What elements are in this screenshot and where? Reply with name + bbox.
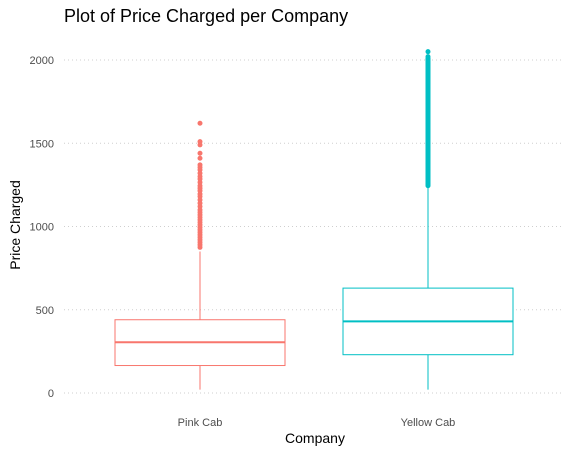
- yellow-cab-outlier-point: [425, 67, 431, 73]
- chart-title: Plot of Price Charged per Company: [64, 6, 349, 26]
- y-tick-label: 1000: [30, 222, 54, 234]
- yellow-cab-outlier-point: [425, 154, 431, 160]
- pink-cab-outlier-point: [197, 120, 203, 126]
- y-tick-label: 0: [48, 388, 54, 400]
- yellow-cab-outlier-point: [425, 49, 431, 55]
- yellow-cab-outlier-point: [425, 127, 431, 133]
- yellow-cab-outlier-point: [425, 87, 431, 93]
- y-tick-label: 500: [36, 305, 54, 317]
- y-tick-label: 2000: [30, 55, 54, 67]
- pink-cab-outlier-point: [197, 139, 203, 145]
- yellow-cab-outlier-point: [425, 54, 431, 60]
- yellow-cab-outlier-point: [425, 140, 431, 146]
- yellow-cab-outlier-point: [425, 120, 431, 126]
- yellow-cab-outlier-point: [425, 80, 431, 86]
- x-tick-label: Yellow Cab: [401, 417, 456, 429]
- yellow-cab-outlier-point: [425, 134, 431, 140]
- yellow-cab-outlier-point: [425, 174, 431, 180]
- yellow-cab-outlier-point: [425, 160, 431, 166]
- pink-cab-outlier-point: [197, 150, 203, 156]
- x-tick-label: Pink Cab: [178, 417, 223, 429]
- y-tick-label: 1500: [30, 138, 54, 150]
- yellow-cab-outlier-point: [425, 107, 431, 113]
- yellow-cab-outlier-point: [425, 114, 431, 120]
- pink-cab-outlier-point: [197, 162, 203, 168]
- yellow-cab-outlier-point: [425, 94, 431, 100]
- yellow-cab-outlier-point: [425, 167, 431, 173]
- yellow-cab-outlier-point: [425, 60, 431, 66]
- yellow-cab-outlier-point: [425, 100, 431, 106]
- yellow-cab-outlier-point: [425, 180, 431, 186]
- x-axis-label: Company: [285, 430, 345, 446]
- yellow-cab-outlier-point: [425, 147, 431, 153]
- yellow-cab-outlier-point: [425, 74, 431, 80]
- pink-cab-outlier-point: [197, 155, 203, 161]
